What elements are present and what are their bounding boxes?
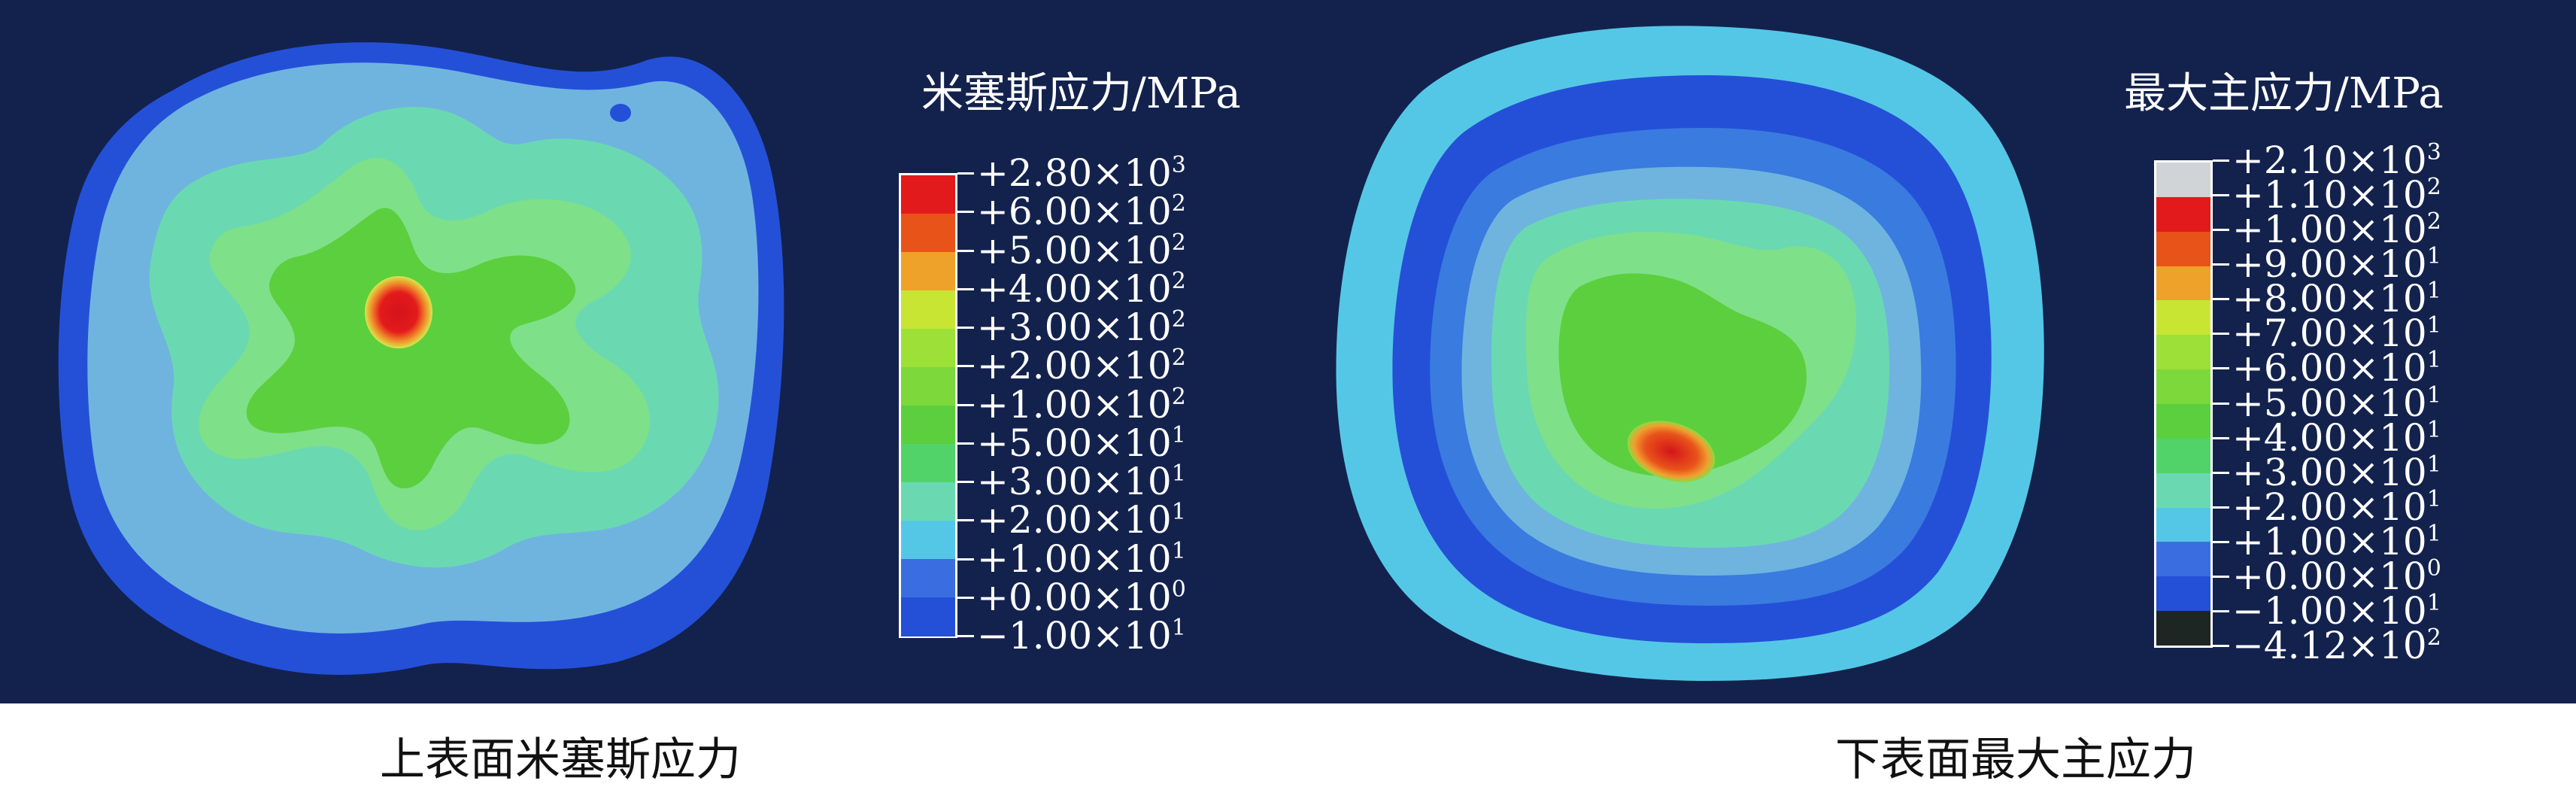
colorbar-tick bbox=[2213, 471, 2229, 474]
colorbar-tick-label: +9.00×101 bbox=[2232, 242, 2441, 287]
colorbar-tick bbox=[2213, 229, 2229, 232]
colorbar-tick bbox=[957, 287, 974, 290]
colorbar-swatch bbox=[2156, 507, 2210, 542]
colorbar-tick-label: +6.00×102 bbox=[977, 190, 1186, 234]
colorbar-tick bbox=[2213, 367, 2229, 370]
colorbar-swatch bbox=[2156, 542, 2210, 577]
colorbar-tick-label: +5.00×102 bbox=[977, 228, 1186, 272]
colorbar-tick bbox=[2213, 575, 2229, 578]
lower-surface-stress-map bbox=[1336, 26, 2044, 681]
colorbar-tick-label: +0.00×100 bbox=[977, 575, 1186, 619]
right-colorbar bbox=[2154, 160, 2213, 648]
colorbar-tick bbox=[2213, 333, 2229, 336]
colorbar-tick-label: +2.00×102 bbox=[977, 344, 1186, 388]
colorbar-tick-label: +8.00×101 bbox=[2232, 277, 2441, 321]
colorbar-tick bbox=[957, 442, 974, 445]
colorbar-tick bbox=[2213, 402, 2229, 405]
colorbar-swatch bbox=[901, 521, 955, 560]
colorbar-tick bbox=[957, 365, 974, 368]
colorbar-tick-label: −4.12×102 bbox=[2232, 624, 2441, 667]
colorbar-tick bbox=[957, 558, 974, 561]
colorbar-tick-label: −1.00×101 bbox=[2232, 588, 2441, 633]
colorbar-swatch bbox=[901, 252, 955, 291]
colorbar-swatch bbox=[2156, 231, 2210, 267]
colorbar-tick-label: +3.00×101 bbox=[977, 460, 1186, 503]
colorbar-swatch bbox=[901, 329, 955, 368]
colorbar-swatch bbox=[901, 175, 955, 214]
colorbar-tick-label: +1.00×101 bbox=[977, 536, 1186, 581]
colorbar-tick bbox=[2213, 540, 2229, 543]
colorbar-tick-label: +1.10×102 bbox=[2232, 173, 2441, 217]
right-caption: 下表面最大主应力 bbox=[1835, 734, 2196, 786]
colorbar-tick bbox=[2213, 160, 2229, 162]
colorbar-tick bbox=[2213, 609, 2229, 612]
upper-surface-stress-map bbox=[58, 42, 784, 676]
colorbar-tick-label: +3.00×102 bbox=[977, 305, 1186, 349]
colorbar-tick-label: +2.10×103 bbox=[2232, 138, 2441, 182]
colorbar-tick bbox=[2213, 263, 2229, 266]
colorbar-swatch bbox=[2156, 576, 2210, 612]
colorbar-swatch bbox=[901, 444, 955, 483]
colorbar-swatch bbox=[901, 406, 955, 445]
colorbar-swatch bbox=[2156, 196, 2210, 232]
colorbar-tick bbox=[2213, 436, 2229, 439]
colorbar-tick bbox=[2213, 506, 2229, 509]
peak-stress-hotspot-right bbox=[1627, 421, 1716, 482]
colorbar-tick-label: +0.00×100 bbox=[2232, 554, 2441, 598]
colorbar-swatch bbox=[901, 482, 955, 521]
colorbar-tick bbox=[957, 481, 974, 483]
colorbar-swatch bbox=[2156, 404, 2210, 439]
colorbar-tick-label: +1.00×101 bbox=[2232, 519, 2441, 564]
colorbar-swatch bbox=[901, 367, 955, 406]
colorbar-swatch bbox=[2156, 266, 2210, 301]
colorbar-swatch bbox=[901, 597, 955, 636]
colorbar-tick-label: +4.00×101 bbox=[2232, 415, 2441, 460]
colorbar-swatch bbox=[2156, 163, 2210, 198]
colorbar-swatch bbox=[901, 559, 955, 598]
small-blue-spot bbox=[610, 104, 631, 122]
left-caption: 上表面米塞斯应力 bbox=[380, 734, 741, 786]
colorbar-swatch bbox=[2156, 300, 2210, 336]
colorbar-tick bbox=[957, 327, 974, 329]
colorbar-tick-label: +5.00×101 bbox=[977, 421, 1186, 465]
colorbar-tick bbox=[957, 249, 974, 252]
colorbar-tick bbox=[957, 635, 974, 637]
colorbar-tick-label: +7.00×101 bbox=[2232, 311, 2441, 356]
colorbar-tick-label: +2.00×101 bbox=[977, 498, 1186, 542]
colorbar-swatch bbox=[2156, 472, 2210, 509]
left-colorbar bbox=[899, 173, 957, 638]
colorbar-swatch bbox=[2156, 438, 2210, 474]
right-legend-title: 最大主应力/MPa bbox=[2124, 69, 2444, 118]
colorbar-tick bbox=[957, 403, 974, 406]
colorbar-tick-label: +6.00×101 bbox=[2232, 346, 2441, 390]
green-inner-region bbox=[246, 208, 576, 489]
colorbar-tick bbox=[957, 211, 974, 214]
colorbar-tick bbox=[957, 172, 974, 175]
colorbar-tick bbox=[2213, 194, 2229, 197]
colorbar-swatch bbox=[2156, 335, 2210, 370]
colorbar-tick bbox=[957, 596, 974, 599]
colorbar-swatch bbox=[2156, 611, 2210, 646]
left-panel: 米塞斯应力/MPa +2.80×103 +6.00×102 +5.00×102 +4.… bbox=[0, 0, 1288, 786]
colorbar-swatch bbox=[901, 214, 955, 253]
colorbar-tick bbox=[2213, 298, 2229, 301]
colorbar-tick bbox=[2213, 645, 2229, 647]
colorbar-tick-label: +3.00×101 bbox=[2232, 450, 2441, 494]
colorbar-tick-label: +1.00×102 bbox=[2232, 208, 2441, 252]
colorbar-tick-label: −1.00×101 bbox=[977, 614, 1186, 658]
right-panel: 最大主应力/MPa +2.10×103 +1.10×102 +1.00×102 +9.… bbox=[1288, 0, 2576, 786]
green-core-region bbox=[1558, 273, 1807, 477]
colorbar-tick-label: +2.00×101 bbox=[2232, 485, 2441, 529]
colorbar-swatch bbox=[2156, 369, 2210, 405]
colorbar-swatch bbox=[901, 290, 955, 330]
colorbar-tick-label: +5.00×101 bbox=[2232, 381, 2441, 425]
colorbar-tick-label: +1.00×102 bbox=[977, 382, 1186, 427]
colorbar-tick-label: +4.00×102 bbox=[977, 266, 1186, 311]
peak-stress-hotspot bbox=[365, 276, 432, 348]
colorbar-tick bbox=[957, 519, 974, 522]
colorbar-tick-label: +2.80×103 bbox=[977, 151, 1186, 195]
left-legend-title: 米塞斯应力/MPa bbox=[921, 69, 1241, 118]
